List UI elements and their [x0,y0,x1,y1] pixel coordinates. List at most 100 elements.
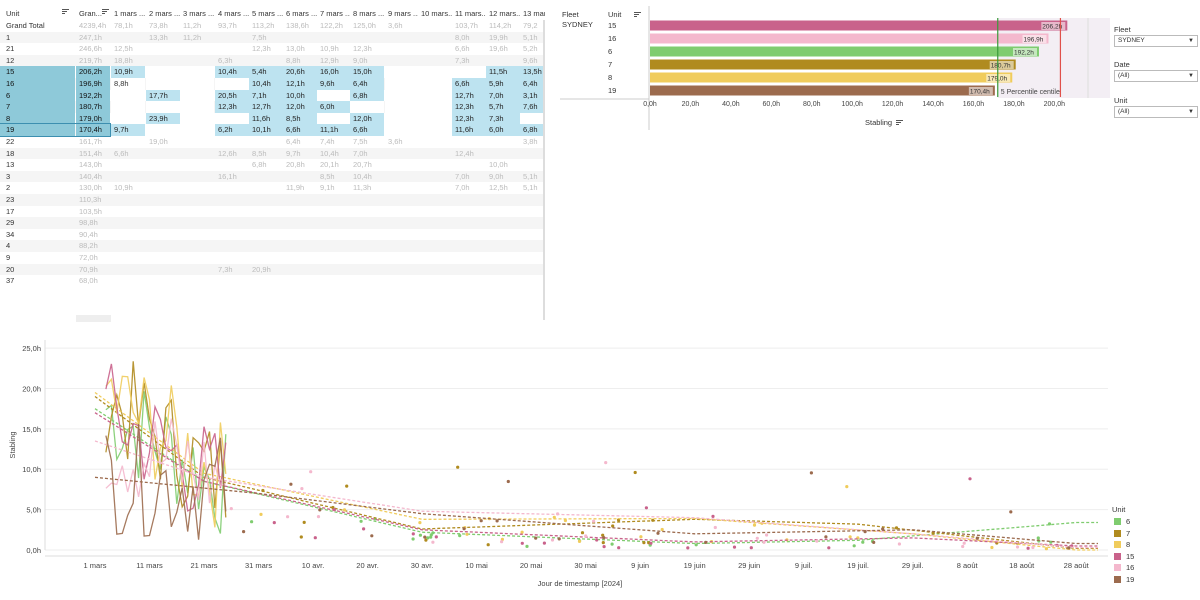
date-column-header[interactable]: 2 mars ... [149,9,180,18]
value-cell[interactable]: 9,6h [523,55,538,65]
unit-cell[interactable]: 9 [6,253,11,262]
value-cell[interactable]: 138,6h [286,21,309,30]
fleet-filter-select[interactable]: SYDNEY ▼ [1114,35,1198,47]
date-column-header[interactable]: 3 mars ... [183,9,214,18]
grand-total-cell[interactable]: 196,9h [76,78,110,90]
value-cell[interactable]: 6,6h [452,78,486,90]
date-column-header[interactable]: 6 mars ... [286,9,317,18]
date-column-header[interactable]: 4 mars ... [218,9,249,18]
unit-cell[interactable]: 2 [6,183,11,193]
bar[interactable] [650,59,1016,70]
date-column-header[interactable]: 1 mars ... [114,9,145,18]
value-cell[interactable] [180,89,214,102]
unit-cell[interactable]: 6 [0,89,75,102]
table-row[interactable]: 34 90,4h [0,229,545,241]
grand-total-cell[interactable]: 161,7h [79,137,102,146]
value-cell[interactable] [180,78,214,90]
value-cell[interactable]: 10,4h [353,171,372,181]
value-cell[interactable]: 12,5h [114,44,133,54]
value-cell[interactable]: 11,6h [452,124,486,136]
value-cell[interactable]: 10,1h [249,124,283,136]
value-cell[interactable]: 5,1h [523,171,538,181]
value-cell[interactable] [317,89,350,102]
value-cell[interactable]: 13,3h [149,32,168,42]
grand-total-cell[interactable]: 130,0h [79,183,102,193]
value-cell[interactable]: 20,9h [252,264,271,274]
value-cell[interactable] [180,112,214,125]
value-cell[interactable]: 7,5h [252,32,267,42]
unit-cell[interactable]: 29 [6,218,15,228]
value-cell[interactable]: 8,5h [252,148,267,158]
value-cell[interactable]: 9,7h [286,148,301,158]
legend-item[interactable]: 19 [1112,574,1192,586]
value-cell[interactable]: 10,9h [320,44,339,54]
value-cell[interactable]: 12,3h [252,44,271,54]
value-cell[interactable] [385,89,418,102]
table-row[interactable]: 23 110,3h [0,194,545,206]
legend-item[interactable]: 7 [1112,528,1192,540]
grand-total-cell[interactable]: 143,0h [79,160,102,170]
grand-total-cell[interactable]: 219,7h [79,55,102,65]
date-column-header[interactable]: 7 mars ... [320,9,350,18]
value-cell[interactable]: 11,5h [486,66,520,78]
value-cell[interactable]: 5,1h [523,183,538,193]
sort-icon[interactable] [896,117,903,126]
legend-item[interactable]: 15 [1112,551,1192,563]
value-cell[interactable]: 12,7h [452,89,486,102]
unit-cell[interactable]: 18 [6,148,15,158]
grand-total-cell[interactable]: 4239,4h [79,21,107,30]
value-cell[interactable]: 20,6h [283,66,317,78]
value-cell[interactable] [215,78,249,90]
value-cell[interactable]: 19,6h [489,44,508,54]
grand-total-cell[interactable]: 246,6h [79,44,102,54]
value-cell[interactable]: 122,2h [320,21,343,30]
value-cell[interactable] [418,101,452,113]
unit-cell[interactable]: 21 [6,44,15,54]
sort-icon[interactable] [102,8,109,15]
date-filter-select[interactable]: (All) ▼ [1114,70,1198,82]
value-cell[interactable] [215,112,249,125]
value-cell[interactable]: 11,1h [317,124,350,136]
bar[interactable] [650,85,995,96]
value-cell[interactable]: 12,3h [215,101,249,113]
bar[interactable] [650,20,1068,31]
unit-cell[interactable]: 17 [6,206,15,216]
grand-total-cell[interactable]: 68,0h [79,276,98,286]
value-cell[interactable]: 12,0h [350,112,384,125]
value-cell[interactable]: 6,8h [252,160,267,170]
value-cell[interactable]: 12,7h [249,101,283,113]
grand-total-cell[interactable]: 88,2h [79,241,98,251]
date-column-header[interactable]: 10 mars... [421,9,452,18]
grand-total-cell[interactable]: 72,0h [79,253,98,262]
table-row[interactable]: 13 143,0h 6,8h 20,8h 20,1h 20,7h 10,0h [0,159,545,171]
value-cell[interactable]: 11,2h [183,32,202,42]
value-cell[interactable] [385,124,418,136]
bar[interactable] [650,46,1039,57]
value-cell[interactable]: 7,3h [455,55,470,65]
unit-cell[interactable]: 7 [0,101,75,113]
value-cell[interactable]: 5,7h [486,101,520,113]
value-cell[interactable]: 9,7h [111,124,145,136]
value-cell[interactable]: 79,2 [523,21,538,30]
unit-cell[interactable]: 12 [6,55,15,65]
unit-cell[interactable]: 22 [6,137,15,146]
grand-total-cell[interactable]: 90,4h [79,229,98,239]
table-row[interactable]: 1 247,1h 13,3h 11,2h 7,5h 8,0h 19,9h 5,1h [0,31,545,44]
value-cell[interactable]: 7,3h [486,112,520,125]
value-cell[interactable]: 6,6h [283,124,317,136]
grand-total-cell[interactable]: 98,8h [79,218,98,228]
value-cell[interactable]: 93,7h [218,21,237,30]
grand-total-cell[interactable]: 206,2h [76,66,110,78]
value-cell[interactable]: 13,0h [286,44,305,54]
value-cell[interactable]: 5,1h [523,32,538,42]
value-cell[interactable] [146,78,180,90]
value-cell[interactable] [146,101,180,113]
unit-cell[interactable]: 3 [6,171,11,181]
value-cell[interactable] [180,66,214,78]
value-cell[interactable]: 7,6h [520,101,545,113]
value-cell[interactable]: 3,8h [523,137,538,146]
value-cell[interactable]: 6,8h [520,124,545,136]
value-cell[interactable] [418,112,452,125]
grand-total-cell[interactable]: 110,3h [79,195,102,204]
table-row[interactable]: 15 206,2h 10,9h 10,4h 5,4h 20,6h 16,0h 15,0h 11,… [0,66,545,78]
